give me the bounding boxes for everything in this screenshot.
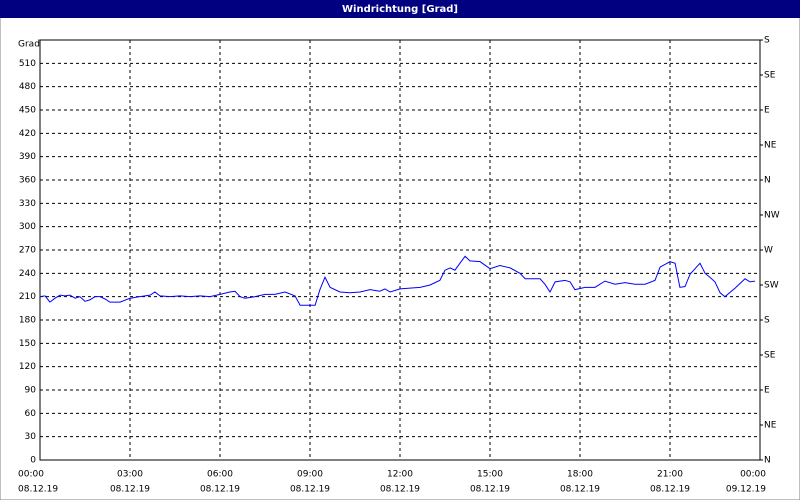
x-tick-label: 18:00 [567,470,593,480]
x-tick-label: 00:00 [18,470,44,480]
y2-tick-label: N [764,456,771,466]
y2-tick-label: E [764,106,770,116]
y2-tick-label: W [764,246,773,256]
y2-tick-label: SE [764,351,776,361]
y-tick-label: 330 [19,199,36,209]
y-tick-label: 210 [19,292,36,302]
y-tick-label: 150 [19,339,36,349]
x-tick-label: 12:00 [387,470,413,480]
y-tick-label: 30 [25,432,37,442]
x-tick-date: 08.12.19 [290,485,330,495]
y-tick-label: 60 [25,409,37,419]
y2-tick-label: S [764,36,770,46]
x-tick-date: 08.12.19 [560,485,600,495]
y-axis-label: Grad [18,40,40,50]
y2-tick-label: NE [764,141,777,151]
x-tick-label: 03:00 [117,470,143,480]
x-tick-date: 08.12.19 [650,485,690,495]
y2-tick-label: N [764,176,771,186]
y-tick-label: 510 [19,59,36,69]
x-tick-date: 08.12.19 [110,485,150,495]
y-tick-label: 90 [25,386,37,396]
x-tick-label: 09:00 [297,470,323,480]
x-tick-date: 08.12.19 [18,485,58,495]
data-line [39,255,755,306]
y-tick-label: 420 [19,129,36,139]
x-tick-date: 08.12.19 [470,485,510,495]
y-tick-label: 480 [19,82,36,92]
x-tick-label: 00:00 [740,470,766,480]
y-tick-label: 360 [19,176,36,186]
y-tick-label: 390 [19,152,36,162]
y-tick-label: 450 [19,106,36,116]
y-tick-label: 120 [19,362,36,372]
title-bar [0,0,800,18]
y2-tick-label: SE [764,71,776,81]
x-tick-label: 06:00 [207,470,233,480]
x-tick-date: 08.12.19 [380,485,420,495]
y-tick-label: 270 [19,246,36,256]
y2-tick-label: NW [764,211,780,221]
x-tick-label: 21:00 [657,470,683,480]
x-tick-date: 08.12.19 [200,485,240,495]
y-tick-label: 180 [19,316,36,326]
x-tick-label: 15:00 [477,470,503,480]
y-tick-label: 240 [19,269,36,279]
y2-tick-label: S [764,316,770,326]
y-tick-label: 300 [19,222,36,232]
chart-title: Windrichtung [Grad] [342,4,458,15]
y2-tick-label: E [764,386,770,396]
y2-tick-label: SW [764,281,779,291]
y-tick-label: 0 [30,456,36,466]
x-tick-date: 09.12.19 [726,485,766,495]
plot-frame [39,39,761,461]
y2-tick-label: NE [764,421,777,431]
